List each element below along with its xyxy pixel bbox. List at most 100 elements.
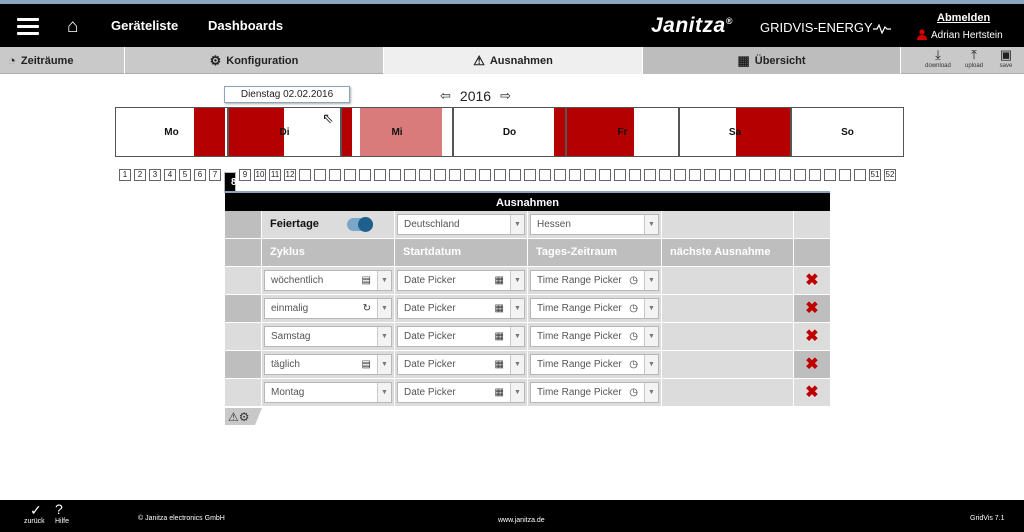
week-box[interactable] xyxy=(689,169,701,181)
day-cell-di[interactable]: Di xyxy=(228,107,341,157)
week-box[interactable]: 51 xyxy=(869,169,881,181)
week-box[interactable] xyxy=(644,169,656,181)
cycle-select[interactable]: täglich ▤ ▼ xyxy=(264,354,392,375)
delete-icon[interactable]: ✖ xyxy=(805,300,819,317)
week-box[interactable] xyxy=(509,169,521,181)
time-range-picker[interactable]: Time Range Picker ◷ ▼ xyxy=(530,270,659,291)
week-box[interactable] xyxy=(839,169,851,181)
week-box[interactable]: 9 xyxy=(239,169,251,181)
save-button[interactable]: ▣ save xyxy=(990,47,1022,74)
upload-button[interactable]: ⤒ upload xyxy=(958,47,990,74)
delete-icon[interactable]: ✖ xyxy=(805,328,819,345)
holidays-toggle[interactable] xyxy=(347,217,373,232)
week-box[interactable] xyxy=(749,169,761,181)
week-box[interactable]: 1 xyxy=(119,169,131,181)
delete-icon[interactable]: ✖ xyxy=(805,356,819,373)
website[interactable]: www.janitza.de xyxy=(498,517,545,524)
start-date-picker[interactable]: Date Picker ▦ ▼ xyxy=(397,354,525,375)
week-box[interactable]: 10 xyxy=(254,169,266,181)
day-cell-mi[interactable]: Mi xyxy=(341,107,453,157)
help-icon[interactable]: ? xyxy=(55,501,63,517)
prev-year-icon[interactable]: ⇦ xyxy=(440,88,451,103)
week-box[interactable] xyxy=(584,169,596,181)
week-box[interactable] xyxy=(449,169,461,181)
week-box[interactable]: 6 xyxy=(194,169,206,181)
tab-uebersicht[interactable]: ▦ Übersicht xyxy=(643,47,901,74)
day-cell-do[interactable]: Do xyxy=(453,107,566,157)
cycle-select[interactable]: wöchentlich ▤ ▼ xyxy=(264,270,392,291)
tab-konfiguration[interactable]: ⚙ Konfiguration xyxy=(125,47,384,74)
week-box[interactable] xyxy=(779,169,791,181)
tab-zeitraeume[interactable]: ◔ Zeiträume xyxy=(0,47,125,74)
week-box[interactable] xyxy=(494,169,506,181)
back-icon[interactable]: ✓ xyxy=(30,502,42,518)
next-year-icon[interactable]: ⇨ xyxy=(500,88,511,103)
week-box[interactable] xyxy=(524,169,536,181)
week-box[interactable] xyxy=(794,169,806,181)
week-box[interactable] xyxy=(299,169,311,181)
day-cell-so[interactable]: So xyxy=(791,107,904,157)
week-box[interactable] xyxy=(344,169,356,181)
week-box[interactable] xyxy=(554,169,566,181)
week-box[interactable]: 12 xyxy=(284,169,296,181)
time-range-picker[interactable]: Time Range Picker ◷ ▼ xyxy=(530,382,659,403)
week-box[interactable] xyxy=(434,169,446,181)
cycle-select[interactable]: Samstag ▼ xyxy=(264,326,392,347)
week-box[interactable] xyxy=(734,169,746,181)
back-label[interactable]: zurück xyxy=(24,518,45,525)
week-box[interactable] xyxy=(764,169,776,181)
download-button[interactable]: ⤓ download xyxy=(922,47,954,74)
week-box[interactable] xyxy=(674,169,686,181)
help-label[interactable]: Hilfe xyxy=(55,518,70,525)
week-box[interactable]: 8 xyxy=(224,172,237,193)
week-box[interactable] xyxy=(479,169,491,181)
delete-icon[interactable]: ✖ xyxy=(805,384,819,401)
week-box[interactable]: 3 xyxy=(149,169,161,181)
week-box[interactable] xyxy=(719,169,731,181)
day-cell-mo[interactable]: Mo xyxy=(115,107,228,157)
time-range-picker[interactable]: Time Range Picker ◷ ▼ xyxy=(530,326,659,347)
start-date-picker[interactable]: Date Picker ▦ ▼ xyxy=(397,382,525,403)
week-box[interactable] xyxy=(389,169,401,181)
week-box[interactable] xyxy=(569,169,581,181)
week-box[interactable]: 11 xyxy=(269,169,281,181)
tab-ausnahmen[interactable]: ⚠ Ausnahmen xyxy=(384,47,643,74)
logout-link[interactable]: Abmelden xyxy=(937,12,991,24)
cycle-select[interactable]: einmalig ↻ ▼ xyxy=(264,298,392,319)
start-date-picker[interactable]: Date Picker ▦ ▼ xyxy=(397,270,525,291)
week-box[interactable]: 5 xyxy=(179,169,191,181)
day-cell-fr[interactable]: Fr xyxy=(566,107,679,157)
week-box[interactable]: 4 xyxy=(164,169,176,181)
week-box[interactable] xyxy=(404,169,416,181)
week-box[interactable] xyxy=(374,169,386,181)
week-box[interactable] xyxy=(359,169,371,181)
week-box[interactable] xyxy=(704,169,716,181)
week-box[interactable] xyxy=(464,169,476,181)
add-exception-button[interactable]: ⚠⚙ xyxy=(225,408,262,425)
start-date-picker[interactable]: Date Picker ▦ ▼ xyxy=(397,298,525,319)
time-range-picker[interactable]: Time Range Picker ◷ ▼ xyxy=(530,354,659,375)
week-box[interactable] xyxy=(329,169,341,181)
day-cell-sa[interactable]: Sa xyxy=(679,107,791,157)
week-box[interactable] xyxy=(629,169,641,181)
week-box[interactable] xyxy=(599,169,611,181)
delete-icon[interactable]: ✖ xyxy=(805,272,819,289)
week-box[interactable] xyxy=(854,169,866,181)
start-date-picker[interactable]: Date Picker ▦ ▼ xyxy=(397,326,525,347)
nav-device-list[interactable]: Geräteliste xyxy=(111,18,179,33)
country-select[interactable]: Deutschland ▼ xyxy=(397,214,525,235)
week-box[interactable] xyxy=(539,169,551,181)
time-range-picker[interactable]: Time Range Picker ◷ ▼ xyxy=(530,298,659,319)
week-box[interactable] xyxy=(659,169,671,181)
menu-icon[interactable] xyxy=(17,18,39,36)
week-box[interactable]: 7 xyxy=(209,169,221,181)
week-box[interactable] xyxy=(809,169,821,181)
nav-dashboards[interactable]: Dashboards xyxy=(208,18,284,33)
cycle-select[interactable]: Montag ▼ xyxy=(264,382,392,403)
week-box[interactable] xyxy=(614,169,626,181)
week-box[interactable]: 52 xyxy=(884,169,896,181)
state-select[interactable]: Hessen ▼ xyxy=(530,214,659,235)
home-icon[interactable]: ⌂ xyxy=(67,16,79,37)
week-box[interactable]: 2 xyxy=(134,169,146,181)
week-box[interactable] xyxy=(314,169,326,181)
